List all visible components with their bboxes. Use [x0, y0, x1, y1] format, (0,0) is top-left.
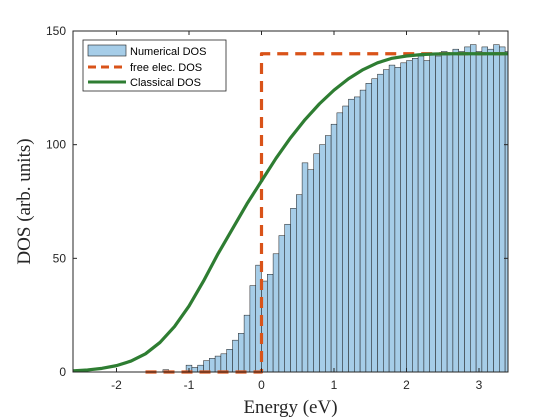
histogram-bar	[423, 60, 430, 373]
histogram-bar	[214, 355, 222, 373]
y-tick-label: 100	[46, 138, 66, 152]
histogram-bar	[452, 48, 459, 373]
histogram-bar	[301, 162, 309, 373]
histogram-bar	[377, 73, 384, 373]
histogram-bar	[417, 55, 425, 373]
histogram-bar	[464, 46, 471, 373]
histogram-bar	[493, 44, 500, 373]
histogram-bar	[458, 51, 465, 373]
histogram-bar	[446, 53, 454, 373]
histogram-bar	[209, 358, 216, 373]
histogram-bar	[406, 60, 413, 373]
histogram-bar	[365, 83, 372, 373]
axis-ticks: -2 -1 0 1 2 3 0 50 100 150	[46, 24, 508, 392]
histogram-bar	[441, 51, 448, 373]
legend-label-classical-dos: Classical DOS	[130, 77, 201, 89]
histogram-bar	[307, 169, 314, 373]
histogram-bar	[203, 360, 210, 373]
histogram-bars	[162, 44, 509, 373]
legend-swatch-numerical-dos	[87, 44, 127, 57]
histogram-bar	[475, 51, 483, 373]
histogram-bar	[220, 353, 227, 373]
histogram-bar	[359, 89, 367, 373]
histogram-bar	[267, 273, 274, 373]
histogram-bar	[296, 194, 303, 373]
x-tick-label: 1	[331, 378, 338, 392]
histogram-bar	[325, 135, 332, 373]
plot-area-frame	[72, 30, 509, 373]
histogram-bar	[272, 253, 280, 373]
histogram-bar	[313, 153, 320, 373]
x-tick-label: 3	[476, 378, 483, 392]
y-tick-label: 0	[59, 365, 66, 379]
histogram-bar	[191, 367, 198, 373]
histogram-bar	[319, 144, 326, 373]
histogram-bar	[435, 55, 442, 373]
histogram-bar	[412, 58, 419, 373]
y-tick-label: 150	[46, 24, 66, 38]
histogram-bar	[342, 105, 349, 373]
series-line-classical-dos	[72, 52, 508, 373]
histogram-bar	[470, 44, 477, 373]
histogram-bar	[481, 46, 488, 373]
legend-label-free-elec-dos: free elec. DOS	[130, 62, 202, 74]
histogram-bar	[238, 333, 245, 373]
histogram-bar	[284, 223, 291, 373]
histogram-bar	[394, 67, 401, 373]
legend-label-numerical-dos: Numerical DOS	[130, 46, 206, 58]
histogram-bar	[249, 285, 256, 373]
histogram-bar	[371, 78, 378, 373]
x-tick-label: -2	[111, 378, 122, 392]
histogram-bar	[487, 48, 494, 373]
x-tick-label: 2	[403, 378, 410, 392]
histogram-bar	[336, 112, 343, 373]
legend: Numerical DOS free elec. DOS Classical D…	[82, 39, 227, 92]
histogram-bar	[243, 314, 251, 373]
histogram-bar	[348, 98, 355, 373]
histogram-bar	[429, 53, 436, 373]
x-tick-label: 0	[258, 378, 265, 392]
histogram-bar	[400, 62, 407, 373]
histogram-bar	[354, 96, 361, 373]
histogram-bar	[499, 46, 506, 373]
histogram-bar	[388, 64, 396, 373]
histogram-bar	[290, 208, 297, 373]
x-tick-label: -1	[184, 378, 195, 392]
y-tick-label: 50	[53, 251, 67, 265]
y-axis-label: DOS (arb. units)	[14, 138, 35, 264]
histogram-bar	[232, 339, 239, 373]
x-axis-label: Energy (eV)	[243, 397, 337, 418]
histogram-bar	[226, 349, 233, 373]
histogram-bar	[383, 69, 390, 373]
histogram-bar	[330, 123, 338, 373]
histogram-bar	[278, 235, 285, 373]
